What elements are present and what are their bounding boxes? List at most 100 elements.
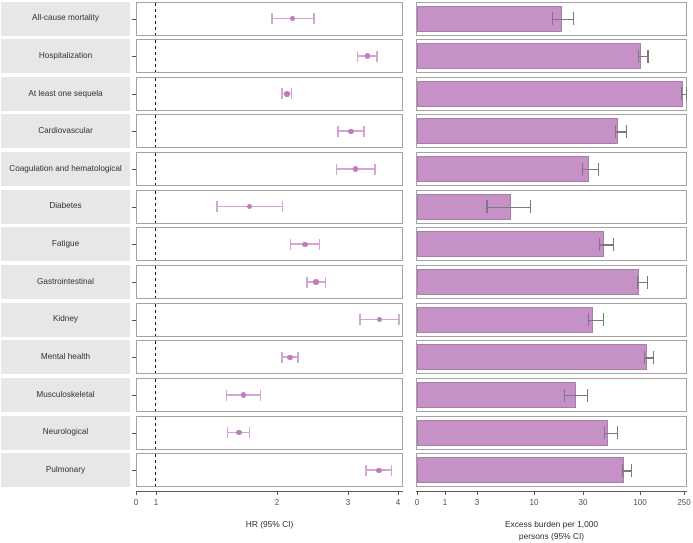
hr-reference-line [155, 77, 157, 110]
row-label-box: Kidney [1, 302, 130, 337]
burden-axis-tick-label: 250 [677, 498, 691, 507]
row-label-box: Coagulation and hematological [1, 152, 130, 187]
forest-panel [136, 453, 403, 488]
y-axis-tick [131, 56, 136, 58]
row-label-box: Cardiovascular [1, 114, 130, 149]
burden-ci-cap-left [599, 237, 601, 251]
burden-ci-line [621, 470, 632, 472]
row-label: Diabetes [49, 201, 82, 211]
hr-point [376, 317, 383, 323]
burden-ci-cap-right [613, 237, 615, 251]
hr-ci-cap-left [225, 389, 228, 401]
hr-ci-cap-right [376, 50, 378, 62]
burden-ci-cap-right [652, 350, 654, 364]
burden-ci-cap-right [646, 275, 648, 289]
row-label-box: Fatigue [1, 227, 130, 262]
hr-reference-line [155, 2, 157, 35]
forest-panel [136, 340, 403, 375]
burden-ci-line [680, 93, 686, 95]
hr-reference-line [155, 303, 157, 336]
hr-point [287, 354, 293, 361]
forest-panel [136, 189, 403, 224]
burden-axis-tick-label: 0 [414, 498, 420, 507]
burden-ci-line [615, 131, 626, 133]
hr-ci-cap-left [359, 314, 361, 326]
burden-bar [417, 156, 590, 183]
burden-ci-line [563, 395, 587, 397]
hr-ci-cap-right [259, 389, 262, 401]
hr-axis-tick [277, 491, 278, 495]
row-label-box: Musculoskeletal [1, 378, 130, 413]
burden-ci-cap-left [615, 124, 617, 138]
hr-reference-line [155, 266, 157, 299]
burden-bar [417, 231, 605, 258]
hr-reference-line [155, 40, 157, 73]
hr-axis-tick-label: 3 [345, 498, 351, 507]
burden-ci-line [637, 56, 648, 58]
hr-ci-cap-left [281, 351, 283, 363]
burden-axis-tick-label: 100 [633, 498, 647, 507]
hr-reference-line [155, 115, 157, 148]
hr-axis-tick [136, 491, 137, 495]
hr-point [352, 166, 359, 172]
burden-axis-tick-label: 1 [442, 498, 448, 507]
burden-axis-tick [583, 491, 584, 495]
burden-ci-cap-right [602, 313, 604, 327]
burden-axis-tick-label: 3 [474, 498, 480, 507]
burden-ci-line [588, 319, 603, 321]
burden-ci-cap-left [604, 426, 606, 440]
burden-ci-line [486, 206, 531, 208]
row-label-box: At least one sequela [1, 76, 130, 111]
burden-axis-tick-label: 10 [529, 498, 539, 507]
forest-panel [136, 1, 403, 36]
row-label: Mental health [40, 352, 91, 362]
hr-axis-tick-label: 4 [395, 498, 401, 507]
burden-bar [417, 269, 639, 296]
hr-point [376, 467, 382, 474]
row-label-box: Gastrointestinal [1, 265, 130, 300]
hr-point [364, 53, 371, 59]
y-axis-tick [131, 131, 136, 133]
burden-bar [417, 457, 625, 484]
y-axis-tick [131, 244, 136, 246]
burden-ci-cap-left [644, 350, 646, 364]
burden-ci-cap-left [636, 275, 638, 289]
row-label: Coagulation and hematological [9, 163, 122, 173]
hr-axis-tick-label: 1 [153, 498, 159, 507]
row-label-box: Mental health [1, 340, 130, 375]
hr-ci-cap-left [306, 276, 308, 288]
burden-bar [417, 5, 562, 32]
burden-ci-cap-left [486, 200, 488, 214]
burden-ci-line [552, 18, 574, 20]
forest-panel [136, 76, 403, 111]
hr-ci-cap-left [356, 50, 359, 62]
row-label: Cardiovascular [38, 126, 93, 136]
burden-ci-cap-right [597, 162, 599, 176]
burden-ci-cap-left [637, 49, 639, 63]
burden-axis-tick-label: 30 [578, 498, 588, 507]
burden-ci-cap-right [616, 426, 618, 440]
burden-ci-line [599, 244, 614, 246]
burden-axis-tick [417, 491, 418, 495]
y-axis-tick [131, 470, 136, 472]
hr-reference-line [155, 379, 157, 412]
burden-ci-cap-left [621, 463, 623, 477]
hr-reference-line [155, 153, 157, 186]
hr-ci-cap-right [390, 464, 393, 476]
hr-axis-tick-label: 2 [274, 498, 280, 507]
hr-ci-cap-right [248, 427, 251, 439]
burden-bar [417, 43, 641, 70]
burden-ci-cap-right [647, 49, 649, 63]
hr-ci-cap-left [335, 163, 338, 175]
burden-ci-cap-left [680, 87, 682, 101]
hr-point [313, 279, 319, 285]
row-label: At least one sequela [28, 88, 103, 98]
burden-ci-cap-right [631, 463, 633, 477]
x-axis-title-hr: HR (95% CI) [245, 519, 294, 529]
y-axis-tick [131, 282, 136, 284]
hr-axis-tick-label: 0 [133, 498, 139, 507]
row-label-box: Neurological [1, 415, 130, 450]
hr-reference-line [155, 416, 157, 449]
burden-axis-tick [477, 491, 478, 495]
hr-axis-tick [398, 491, 399, 495]
